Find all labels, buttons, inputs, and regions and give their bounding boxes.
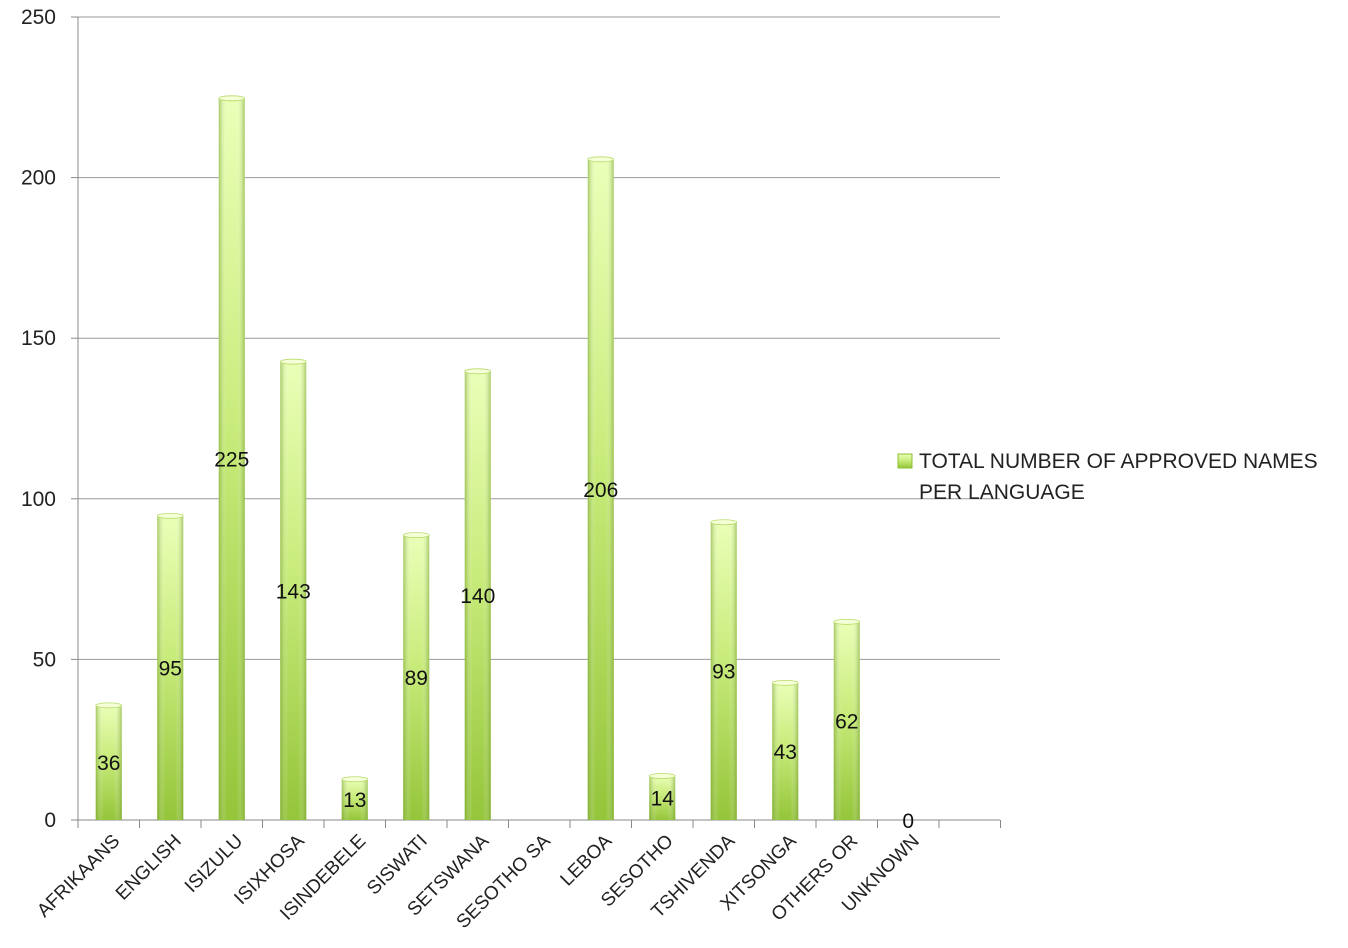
y-tick-label: 0 [44,809,56,832]
bar-top [279,358,307,365]
bar-shading [95,704,122,820]
bar-shading [341,778,368,820]
category-label: ENGLISH [112,831,186,905]
data-label: 13 [343,789,366,812]
bar-shading [710,521,737,820]
bar-shading [157,514,184,820]
bar-top [464,368,492,375]
bar-shading [464,370,491,820]
data-label: 43 [774,741,797,764]
bar-shading [403,534,430,820]
data-label: 89 [405,667,428,690]
data-label: 95 [159,657,182,680]
y-axis: 0 50 100 150 200 250 [21,6,79,832]
bar-shading [587,158,614,820]
bar-shading [280,360,307,820]
bar-top [218,95,246,102]
legend-swatch [897,453,913,469]
y-tick-label: 200 [21,167,56,190]
y-tick-label: 50 [33,648,56,671]
category-label: AFRIKAANS [33,831,124,922]
data-label: 0 [902,810,914,833]
data-labels: 36 95 225 143 13 89 140 206 14 93 43 62 0 [97,449,914,833]
bar-top [710,519,738,526]
bar-top [587,156,615,163]
data-label: 225 [214,449,249,472]
legend-label: TOTAL NUMBER OF APPROVED NAMES [919,450,1318,473]
bar-shading [772,681,799,820]
bars [95,95,861,821]
data-label: 143 [276,580,311,603]
data-label: 140 [460,585,495,608]
bar-shading [833,620,860,820]
data-label: 36 [97,752,120,775]
data-label: 62 [835,710,858,733]
data-label: 93 [712,661,735,684]
category-label: LEBOA [557,830,617,890]
data-label: 14 [651,788,675,811]
bar-top [402,532,430,539]
y-tick-label: 250 [21,6,56,29]
bar-top [341,776,369,783]
y-tick-label: 100 [21,488,56,511]
legend: TOTAL NUMBER OF APPROVED NAMES PER LANGUA… [897,450,1318,504]
bar-top [156,512,184,519]
bar-top [771,679,799,686]
bar-top [95,702,123,709]
gridlines [78,16,1000,660]
x-axis: AFRIKAANSENGLISHISIZULUISIXHOSAISINDEBEL… [33,819,1001,933]
bar-top [648,773,676,779]
data-label: 206 [583,479,618,502]
bar-shading [649,775,676,820]
bar-shading [218,97,245,821]
y-tick-label: 150 [21,327,56,350]
legend-label: PER LANGUAGE [919,481,1085,504]
bar-top [833,618,861,625]
